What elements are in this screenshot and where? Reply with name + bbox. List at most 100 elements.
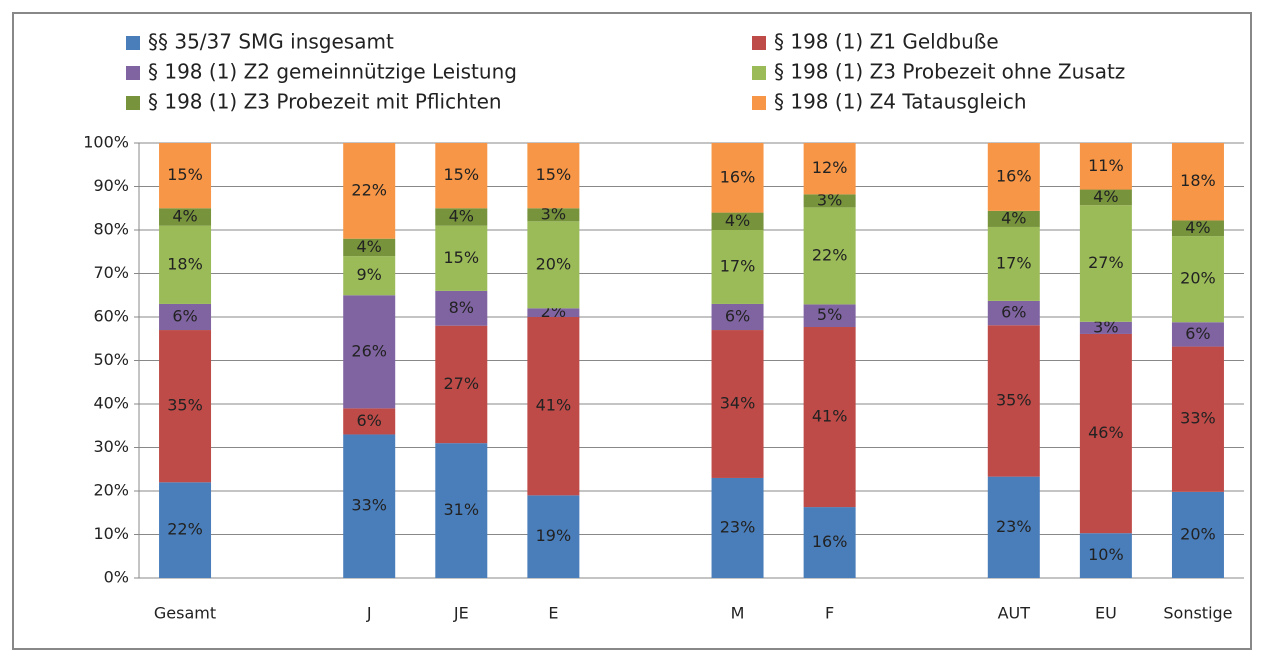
bar-segment (987, 300, 1040, 326)
y-tick-label: 100% (83, 133, 129, 152)
data-label: 23% (720, 517, 756, 536)
bar-segment (803, 507, 856, 578)
legend-swatch (126, 96, 140, 110)
bar-segment (527, 143, 580, 209)
bar-segment (343, 143, 396, 239)
bar-segment (711, 477, 764, 578)
legend-swatch (126, 36, 140, 50)
data-label: 34% (720, 394, 756, 413)
data-label: 5% (817, 305, 842, 324)
legend-swatch (752, 96, 766, 110)
data-label: 20% (536, 254, 572, 273)
y-tick-label: 70% (93, 263, 129, 282)
bar-segment (1079, 189, 1132, 206)
data-label: 20% (1180, 524, 1216, 543)
bar-segment (1079, 333, 1132, 534)
legend-label: § 198 (1) Z2 gemeinnützige Leistung (148, 60, 517, 84)
data-label: 17% (720, 256, 756, 275)
data-label: 31% (444, 500, 480, 519)
bar-segment (435, 443, 488, 578)
bar-segment (1079, 205, 1132, 322)
bar-segment (711, 303, 764, 331)
legend-label: §§ 35/37 SMG insgesamt (148, 30, 394, 54)
data-label: 26% (351, 341, 387, 360)
x-tick-label: AUT (998, 604, 1031, 623)
bar-segment (1079, 533, 1132, 578)
data-label: 22% (812, 245, 848, 264)
bar-segment (1171, 236, 1224, 323)
bar-segment (527, 495, 580, 578)
data-label: 16% (720, 167, 756, 186)
y-tick-label: 50% (93, 350, 129, 369)
bar-segment (159, 482, 212, 578)
data-label: 35% (167, 396, 203, 415)
data-label: 6% (725, 307, 750, 326)
data-label: 27% (444, 374, 480, 393)
data-label: 11% (1088, 156, 1124, 175)
bar-segment (1171, 143, 1224, 221)
data-label: 22% (167, 520, 203, 539)
bar-segment (343, 295, 396, 409)
bar-segment (343, 434, 396, 578)
bar-segment (527, 308, 580, 317)
x-tick-label: E (548, 604, 558, 623)
y-tick-label: 60% (93, 307, 129, 326)
bar-segment (1079, 143, 1132, 190)
bar-segment (803, 304, 856, 328)
x-tick-label: EU (1095, 604, 1117, 623)
data-label: 15% (167, 165, 203, 184)
bar-segment (435, 208, 488, 226)
data-label: 9% (357, 265, 382, 284)
y-tick-label: 40% (93, 394, 129, 413)
data-label: 15% (536, 165, 572, 184)
data-label: 6% (1001, 303, 1026, 322)
y-tick-label: 30% (93, 437, 129, 456)
x-tick-label: Sonstige (1163, 604, 1232, 623)
bar-segment (803, 327, 856, 508)
bar-segment (987, 210, 1040, 227)
x-tick-label: J (366, 604, 372, 623)
data-label: 22% (351, 180, 387, 199)
data-label: 27% (1088, 253, 1124, 272)
data-label: 12% (812, 158, 848, 177)
x-tick-label: JE (453, 604, 469, 623)
data-label: 6% (1185, 324, 1210, 343)
data-label: 41% (812, 407, 848, 426)
legend-label: § 198 (1) Z4 Tatausgleich (774, 90, 1027, 114)
data-label: 15% (444, 248, 480, 267)
legend-label: § 198 (1) Z3 Probezeit ohne Zusatz (774, 60, 1125, 84)
data-label: 4% (1185, 218, 1210, 237)
bar-segment (159, 143, 212, 209)
data-label: 23% (996, 517, 1032, 536)
bar-segment (987, 476, 1040, 578)
x-tick-label: F (825, 604, 834, 623)
bar-segment (987, 143, 1040, 211)
bar-segment (803, 143, 856, 195)
bar-segment (343, 256, 396, 296)
legend-swatch (752, 36, 766, 50)
bar-segment (343, 408, 396, 435)
bar-segment (527, 208, 580, 222)
data-label: 4% (725, 211, 750, 230)
x-tick-label: M (731, 604, 745, 623)
bar-segment (1171, 491, 1224, 578)
legend-label: § 198 (1) Z1 Geldbuße (774, 30, 999, 54)
bar-segment (159, 208, 212, 226)
y-tick-label: 20% (93, 481, 129, 500)
bar-segment (1079, 321, 1132, 334)
x-tick-label: Gesamt (154, 604, 216, 623)
data-label: 6% (172, 307, 197, 326)
legend-swatch (752, 66, 766, 80)
data-label: 19% (536, 526, 572, 545)
data-label: 16% (996, 166, 1032, 185)
data-label: 17% (996, 253, 1032, 272)
data-label: 4% (1093, 187, 1118, 206)
bar-segment (435, 143, 488, 209)
bar-segment (987, 325, 1040, 477)
data-label: 6% (357, 411, 382, 430)
bar-segment (435, 325, 488, 444)
data-label: 10% (1088, 545, 1124, 564)
bar-segment (435, 225, 488, 291)
legend-swatch (126, 66, 140, 80)
